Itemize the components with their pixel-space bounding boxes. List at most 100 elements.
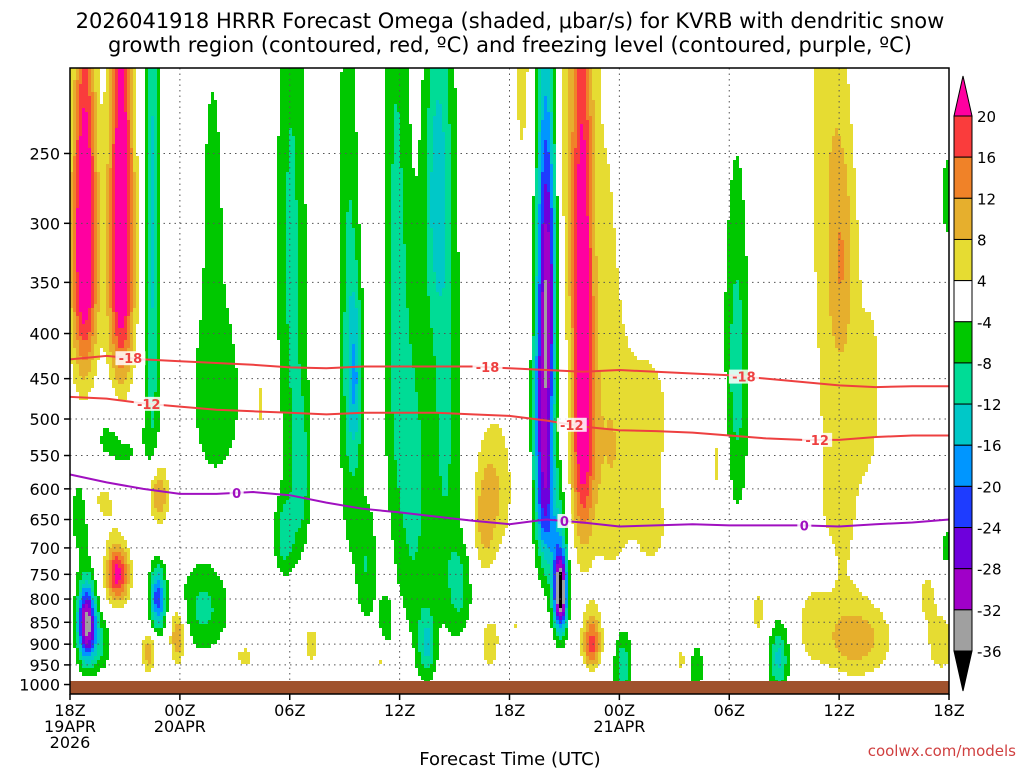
omega-cell-1626 bbox=[73, 204, 76, 208]
omega-cell-4832 bbox=[571, 460, 574, 464]
omega-cell-4952 bbox=[730, 472, 745, 476]
omega-cell-2151 bbox=[298, 240, 307, 244]
omega-cell-3896 bbox=[145, 368, 148, 372]
omega-cell-2386 bbox=[532, 256, 535, 260]
omega-cell-2447 bbox=[550, 260, 553, 264]
omega-cell-1588 bbox=[157, 200, 160, 204]
omega-cell-3823 bbox=[541, 360, 544, 364]
omega-cell-1495 bbox=[541, 192, 544, 196]
omega-cell-2761 bbox=[115, 284, 127, 288]
omega-cell-2990 bbox=[97, 300, 100, 304]
omega-cell-4927 bbox=[439, 472, 448, 476]
omega-cell-1947 bbox=[565, 224, 568, 228]
omega-cell-1922 bbox=[154, 224, 157, 228]
omega-cell-2781 bbox=[427, 284, 436, 288]
omega-cell-2025 bbox=[112, 232, 115, 236]
omega-cell-3724 bbox=[541, 352, 544, 356]
omega-cell-3145 bbox=[595, 308, 598, 312]
omega-cell-4385 bbox=[538, 412, 541, 416]
omega-cell-850 bbox=[112, 144, 115, 148]
omega-cell-789 bbox=[841, 136, 853, 140]
omega-cell-4023 bbox=[595, 376, 601, 380]
omega-cell-4483 bbox=[151, 424, 154, 428]
omega-cell-1937 bbox=[451, 224, 457, 228]
omega-cell-1137 bbox=[595, 164, 610, 168]
omega-cell-3854 bbox=[289, 364, 301, 368]
omega-cell-1717 bbox=[535, 208, 538, 212]
omega-cell-4378 bbox=[394, 412, 418, 416]
omega-cell-1882 bbox=[451, 220, 457, 224]
omega-cell-3242 bbox=[532, 316, 535, 320]
omega-cell-2502 bbox=[544, 264, 550, 268]
omega-cell-874 bbox=[538, 144, 541, 148]
omega-cell-2439 bbox=[433, 260, 445, 264]
omega-cell-511 bbox=[130, 116, 133, 120]
omega-cell-1327 bbox=[391, 180, 403, 184]
omega-cell-4751 bbox=[421, 452, 439, 456]
omega-cell-3812 bbox=[358, 360, 361, 364]
omega-cell-4491 bbox=[349, 424, 358, 428]
omega-cell-2296 bbox=[70, 252, 73, 256]
omega-cell-3077 bbox=[535, 304, 538, 308]
omega-cell-1945 bbox=[553, 224, 556, 228]
omega-cell-2284 bbox=[571, 248, 574, 252]
omega-cell-4976 bbox=[559, 476, 562, 480]
omega-cell-59 bbox=[340, 72, 355, 76]
omega-cell-4172 bbox=[352, 392, 355, 396]
omega-cell-3081 bbox=[547, 304, 550, 308]
omega-cell-3184 bbox=[451, 312, 460, 316]
omega-cell-3057 bbox=[145, 304, 148, 308]
omega-cell-34 bbox=[577, 68, 586, 72]
omega-cell-4598 bbox=[823, 432, 877, 436]
omega-cell-3762 bbox=[352, 356, 355, 360]
omega-cell-634 bbox=[589, 124, 592, 128]
omega-cell-1769 bbox=[430, 212, 445, 216]
omega-cell-4486 bbox=[283, 424, 292, 428]
omega-cell-3554 bbox=[340, 340, 343, 344]
omega-cell-341 bbox=[436, 100, 439, 104]
omega-cell-3535 bbox=[847, 336, 877, 340]
omega-cell-1324 bbox=[295, 180, 304, 184]
omega-cell-2687 bbox=[838, 276, 844, 280]
omega-cell-1373 bbox=[205, 184, 220, 188]
omega-cell-1528 bbox=[136, 196, 139, 200]
omega-cell-3049 bbox=[106, 304, 109, 308]
omega-cell-4256 bbox=[352, 400, 355, 404]
omega-cell-1247 bbox=[943, 172, 949, 176]
omega-cell-1575 bbox=[100, 200, 106, 204]
omega-cell-4473 bbox=[592, 420, 595, 424]
omega-cell-2219 bbox=[535, 244, 538, 248]
omega-cell-3711 bbox=[349, 352, 352, 356]
omega-cell-337 bbox=[340, 100, 355, 104]
omega-cell-763 bbox=[340, 136, 358, 140]
omega-cell-1271 bbox=[286, 176, 295, 180]
omega-cell-4680 bbox=[385, 444, 394, 448]
omega-cell-3774 bbox=[541, 356, 544, 360]
omega-cell-791 bbox=[73, 140, 76, 144]
omega-cell-2460 bbox=[829, 260, 838, 264]
omega-cell-4918 bbox=[283, 472, 292, 476]
omega-cell-1362 bbox=[112, 184, 115, 188]
omega-cell-4554 bbox=[592, 428, 595, 432]
omega-cell-1313 bbox=[130, 180, 133, 184]
omega-cell-130 bbox=[127, 80, 130, 84]
omega-cell-4641 bbox=[292, 440, 307, 444]
omega-cell-1785 bbox=[586, 212, 589, 216]
omega-cell-4180 bbox=[451, 392, 460, 396]
omega-cell-4594 bbox=[616, 432, 664, 436]
omega-cell-316 bbox=[70, 100, 73, 104]
omega-cell-2871 bbox=[94, 292, 97, 296]
omega-cell-2465 bbox=[73, 264, 76, 268]
omega-cell-2135 bbox=[106, 240, 109, 244]
omega-cell-4506 bbox=[550, 424, 553, 428]
omega-cell-2789 bbox=[544, 284, 547, 288]
omega-cell-1504 bbox=[586, 192, 589, 196]
omega-cell-10 bbox=[115, 68, 118, 72]
omega-cell-2074 bbox=[76, 236, 91, 240]
omega-cell-4691 bbox=[547, 444, 550, 448]
omega-cell-3181 bbox=[391, 312, 409, 316]
omega-cell-2608 bbox=[436, 272, 445, 276]
omega-cell-1591 bbox=[286, 200, 298, 204]
omega-cell-626 bbox=[550, 124, 553, 128]
omega-cell-1765 bbox=[385, 212, 391, 216]
